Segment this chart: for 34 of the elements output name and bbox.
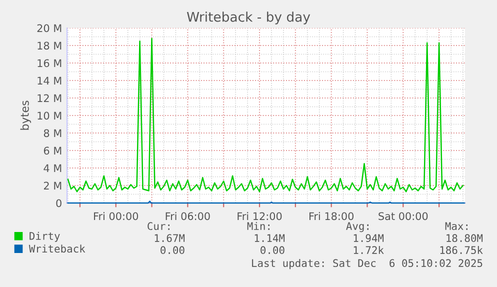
x-tick-label: Fri 12:00 [238, 212, 282, 220]
text: 1.14M [254, 234, 285, 242]
y-tick-label: 10 M [38, 112, 62, 120]
text: Avg: [346, 222, 368, 232]
text: Last update: Sat Dec 6 05:10:02 2025 [252, 258, 482, 270]
y-tick-label: 14 M [38, 76, 62, 84]
text: Max: [445, 222, 468, 230]
text: Min: [247, 222, 270, 230]
y-tick-label: 12 M [38, 94, 62, 102]
y-axis-title: bytes [20, 100, 32, 130]
text: 1.72k [354, 246, 384, 254]
text: 0.00 [160, 246, 184, 254]
y-tick-label: 0 [56, 199, 62, 208]
line-series [67, 38, 464, 192]
x-tick-label: Fri 18:00 [309, 212, 354, 220]
y-tick-label: 6 M [44, 146, 62, 155]
text: 186.75k [440, 246, 483, 254]
text: Cur: [148, 222, 170, 230]
y-tick-label: 8 M [44, 129, 62, 138]
chart-title: Writeback - by day [186, 12, 310, 24]
legend-label: Writeback [28, 244, 86, 253]
x-tick-label: Fri 00:00 [94, 212, 138, 220]
y-tick-label: 18 M [38, 42, 62, 50]
y-tick-label: 4 M [44, 164, 62, 172]
y-tick-label: 20 M [37, 24, 62, 32]
y-tick-label: 16 M [38, 59, 62, 68]
x-tick-label: Fri 06:00 [166, 212, 210, 220]
legend-label: Dirty [30, 232, 60, 242]
text: 1.94M [354, 234, 384, 242]
x-tick-label: Sat 00:00 [378, 212, 428, 220]
y-tick-label: 2 M [44, 182, 62, 190]
text: 0.00 [260, 246, 284, 254]
text: 1.67M [154, 234, 185, 242]
text: 18.80M [446, 234, 483, 242]
